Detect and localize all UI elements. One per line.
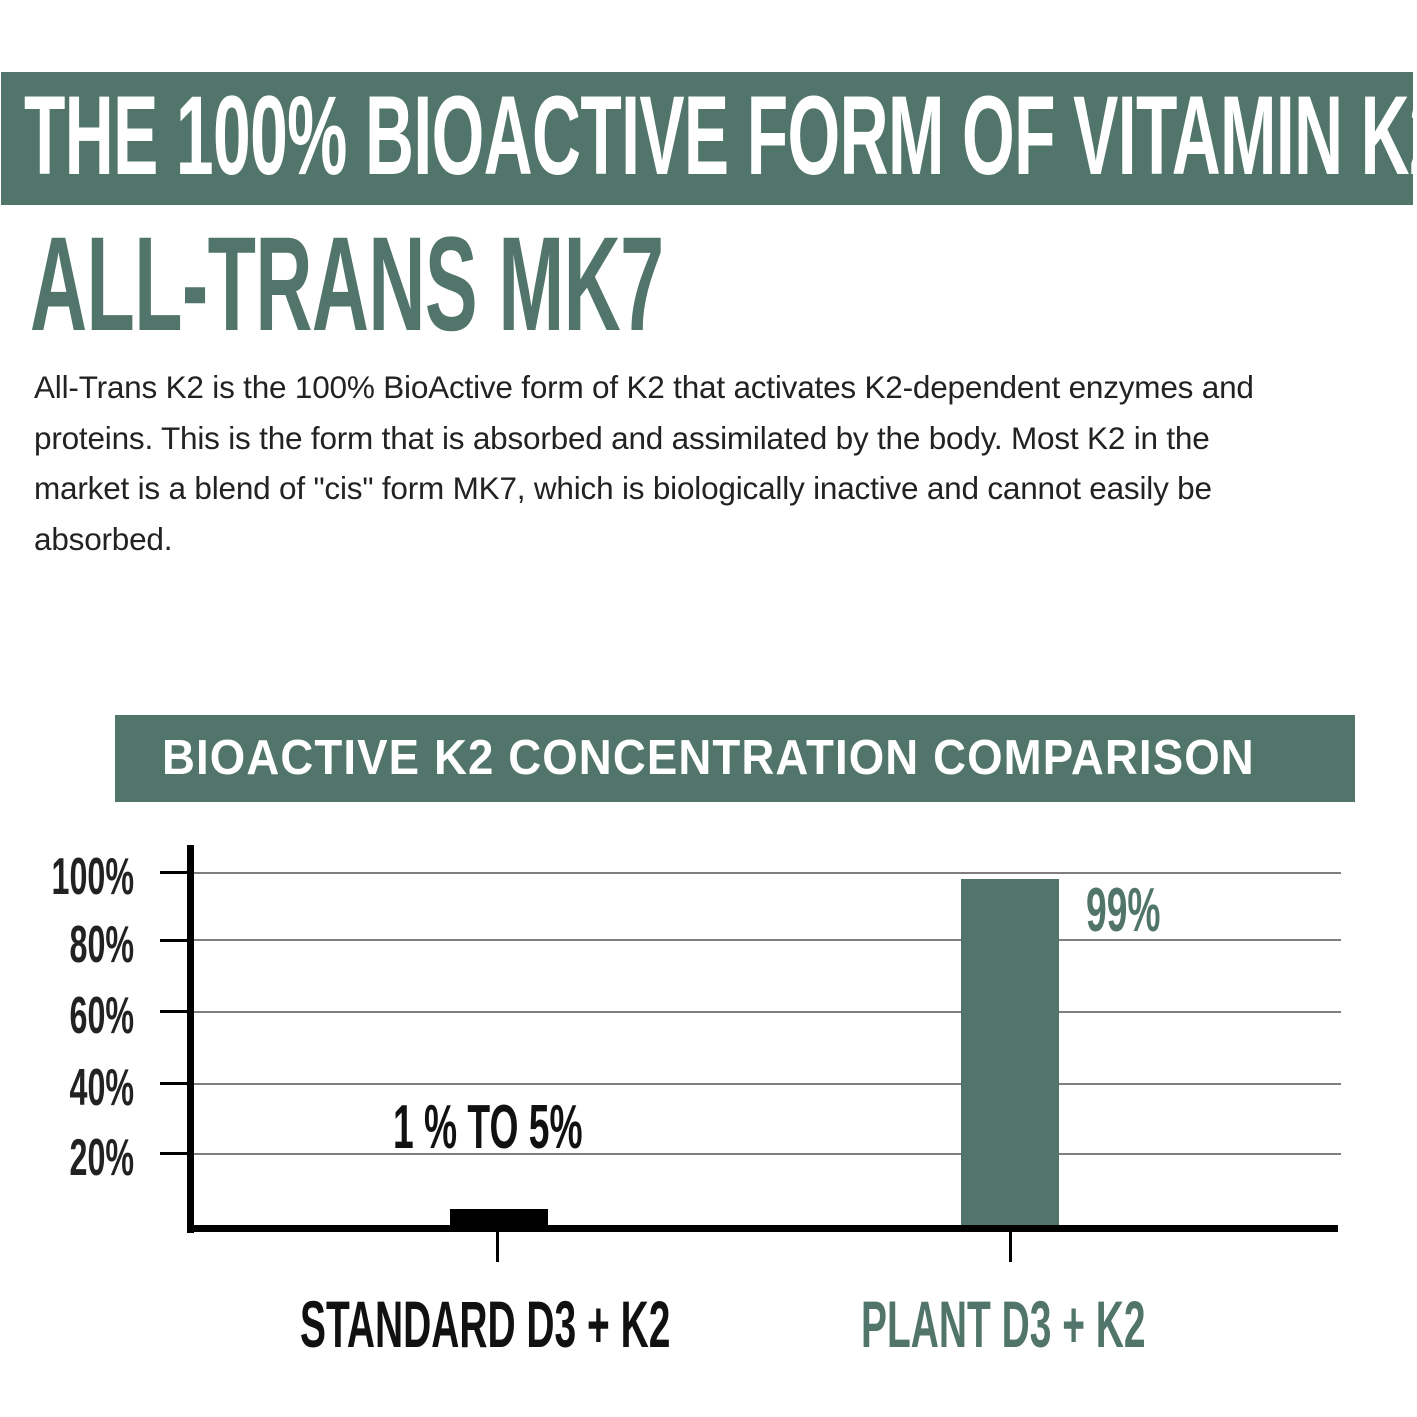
y-axis-label: 60% — [69, 987, 134, 1045]
x-tick — [496, 1230, 499, 1262]
headline-banner — [1, 72, 1413, 205]
gridline-80 — [193, 939, 1341, 941]
y-tick — [160, 1152, 190, 1155]
description-paragraph: All-Trans K2 is the 100% BioActive form … — [34, 362, 1374, 564]
gridline-60 — [193, 1011, 1341, 1013]
y-axis-label: 20% — [69, 1129, 134, 1187]
gridline-40 — [193, 1083, 1341, 1085]
value-label-standard: 1 % TO 5% — [393, 1093, 583, 1162]
category-label-plant: PLANT D3 + K2 — [861, 1287, 1146, 1361]
y-tick — [160, 871, 190, 874]
y-tick — [160, 1010, 190, 1013]
x-tick — [1009, 1230, 1012, 1262]
value-label-plant: 99% — [1086, 876, 1161, 945]
category-label-standard: STANDARD D3 + K2 — [300, 1287, 671, 1361]
y-tick — [160, 1082, 190, 1085]
y-axis-label: 100% — [51, 848, 134, 906]
description-line: All-Trans K2 is the 100% BioActive form … — [34, 369, 1254, 405]
gridline-100 — [193, 872, 1341, 874]
product-subtitle: ALL-TRANS MK7 — [30, 210, 664, 359]
bar-standard-d3-k2 — [450, 1209, 548, 1227]
y-axis-label: 40% — [69, 1059, 134, 1117]
chart-title-banner — [115, 715, 1355, 802]
description-line: absorbed. — [34, 520, 173, 557]
chart-title: BIOACTIVE K2 CONCENTRATION COMPARISON — [162, 731, 1255, 785]
description-line: proteins. This is the form that is absor… — [34, 419, 1210, 456]
bar-plant-d3-k2 — [961, 879, 1059, 1226]
y-tick — [160, 939, 190, 942]
headline-title: THE 100% BIOACTIVE FORM OF VITAMIN K2 — [24, 73, 1417, 198]
x-axis — [187, 1225, 1338, 1232]
y-axis-label: 80% — [69, 916, 134, 974]
gridline-20 — [193, 1153, 1341, 1155]
y-axis — [187, 845, 194, 1233]
description-line: market is a blend of "cis" form MK7, whi… — [34, 470, 1212, 506]
